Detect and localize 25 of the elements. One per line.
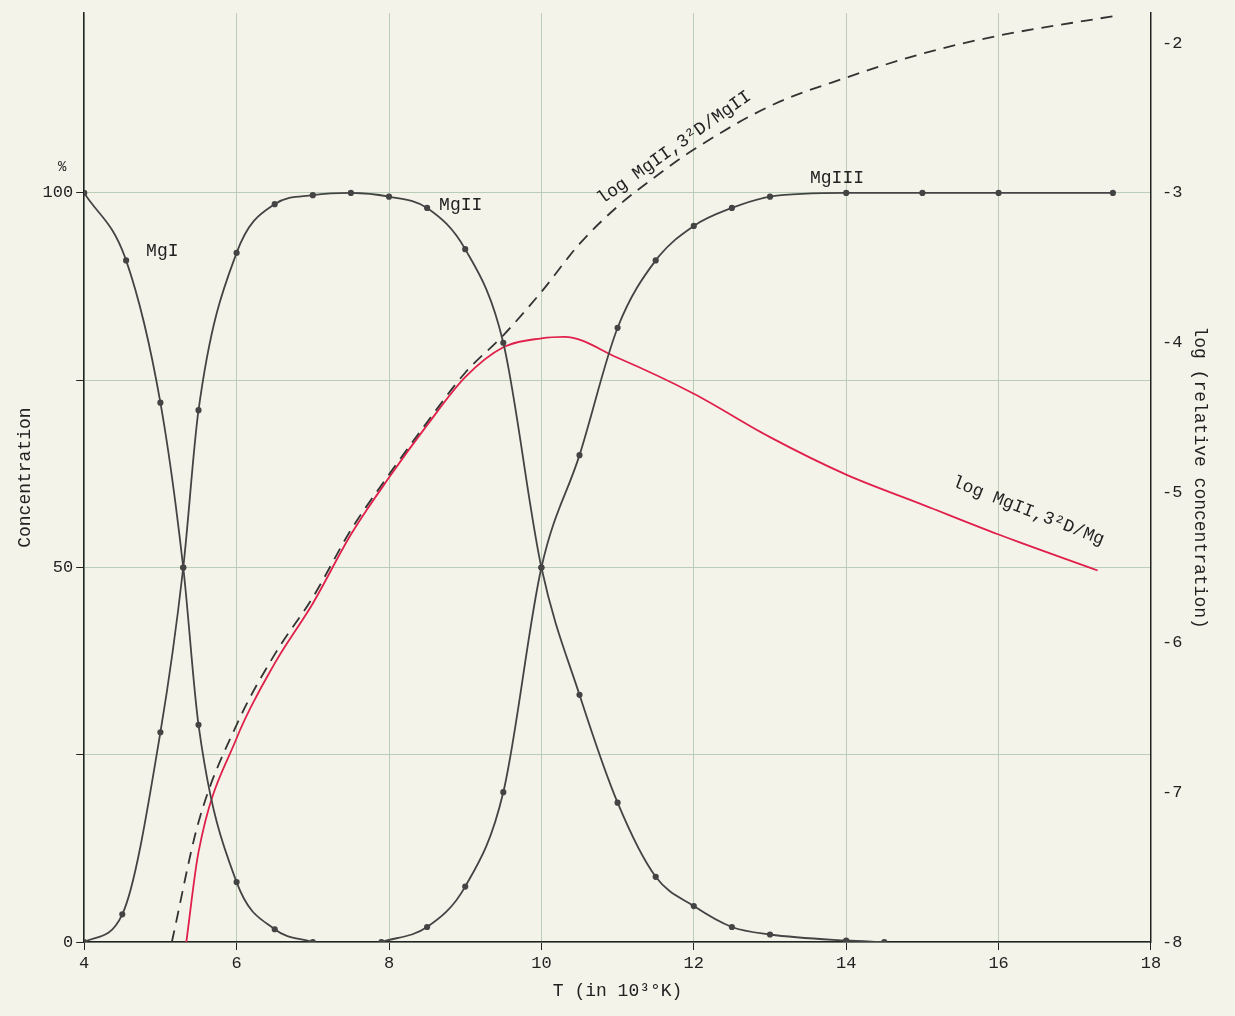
x-tick-label: 6 [231,953,242,973]
series-label: MgII [439,194,483,215]
y2-tick-label: -7 [1162,782,1183,802]
x-tick-label: 4 [79,953,90,973]
x-tick-label: 18 [1140,953,1162,973]
x-tick-label: 14 [836,953,857,973]
y2-axis-title: log (relative concentration) [1190,326,1211,629]
series-label: MgI [146,241,179,262]
series-label: MgIII [810,167,865,188]
x-tick-label: 10 [531,953,552,973]
y2-tick-label: -2 [1162,33,1183,53]
y2-tick-label: -4 [1162,333,1183,353]
y2-tick-label: -6 [1162,632,1183,652]
x-tick-label: 12 [683,953,704,973]
y2-tick-label: -3 [1162,183,1183,203]
x-tick-label: 16 [988,953,1009,973]
y2-tick-label: -5 [1162,483,1183,503]
x-tick-label: 8 [383,953,395,973]
text: % [58,158,67,175]
y-tick-label: 100 [42,183,74,203]
y2-tick-label: -8 [1162,932,1183,952]
y-tick-label: 0 [63,932,74,952]
y-tick-label: 50 [52,557,74,577]
y-axis-title: Concentration [14,407,35,548]
x-axis-title: T (in 10³°K) [552,980,683,1001]
